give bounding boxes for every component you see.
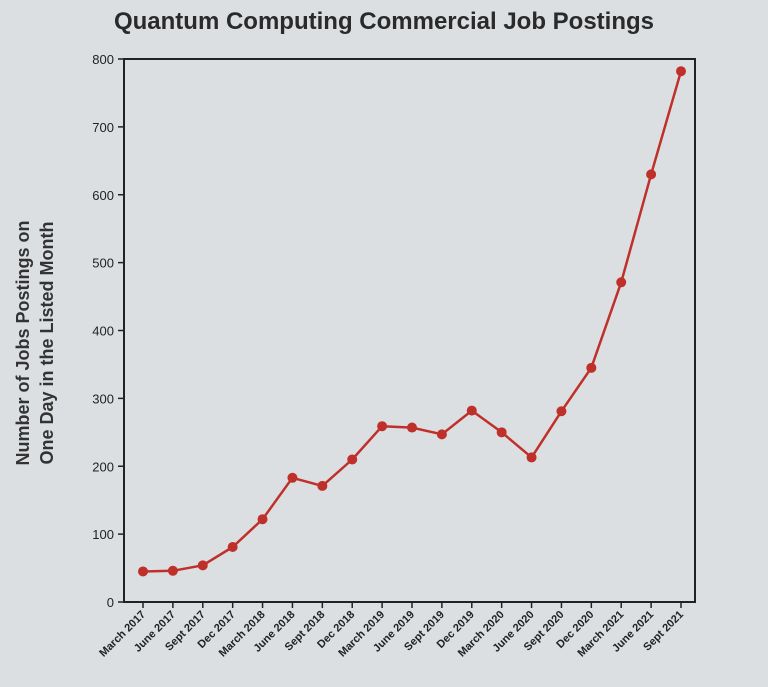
data-point: [616, 277, 627, 288]
y-axis-label-line: One Day in the Listed Month: [37, 221, 57, 464]
y-tick-label: 400: [92, 324, 114, 339]
y-axis: 0 100 200 300 400 500 600 700 800: [92, 52, 124, 610]
data-point: [138, 566, 148, 577]
y-tick-label: 300: [92, 391, 114, 406]
y-tick-label: 500: [92, 256, 114, 271]
series-line: [142, 70, 683, 573]
data-point: [317, 480, 328, 491]
data-point: [466, 405, 477, 416]
y-tick-label: 100: [92, 527, 114, 542]
data-point: [347, 454, 358, 465]
data-point: [646, 169, 657, 180]
y-tick-label: 800: [92, 52, 114, 67]
y-tick-label: 200: [92, 459, 114, 474]
data-point: [257, 514, 268, 525]
data-point: [287, 472, 298, 483]
data-point: [586, 362, 597, 373]
data-point: [407, 422, 417, 433]
data-points: [138, 66, 686, 577]
plot-area: [123, 58, 696, 603]
data-point: [197, 560, 208, 571]
y-tick-label: 700: [92, 120, 114, 135]
data-point: [526, 452, 537, 463]
data-point: [227, 542, 238, 553]
chart-title: Quantum Computing Commercial Job Posting…: [113, 8, 655, 35]
y-axis-label-line: Number of Jobs Postings on: [13, 220, 33, 465]
data-point: [556, 406, 567, 417]
y-tick-label: 0: [107, 595, 114, 610]
data-point: [496, 427, 507, 438]
y-tick-label: 600: [92, 188, 114, 203]
data-point: [676, 66, 686, 77]
y-axis-label: Number of Jobs Postings on One Day in the…: [13, 220, 57, 465]
data-point: [377, 421, 388, 432]
data-point: [167, 565, 178, 576]
data-point: [436, 429, 447, 440]
